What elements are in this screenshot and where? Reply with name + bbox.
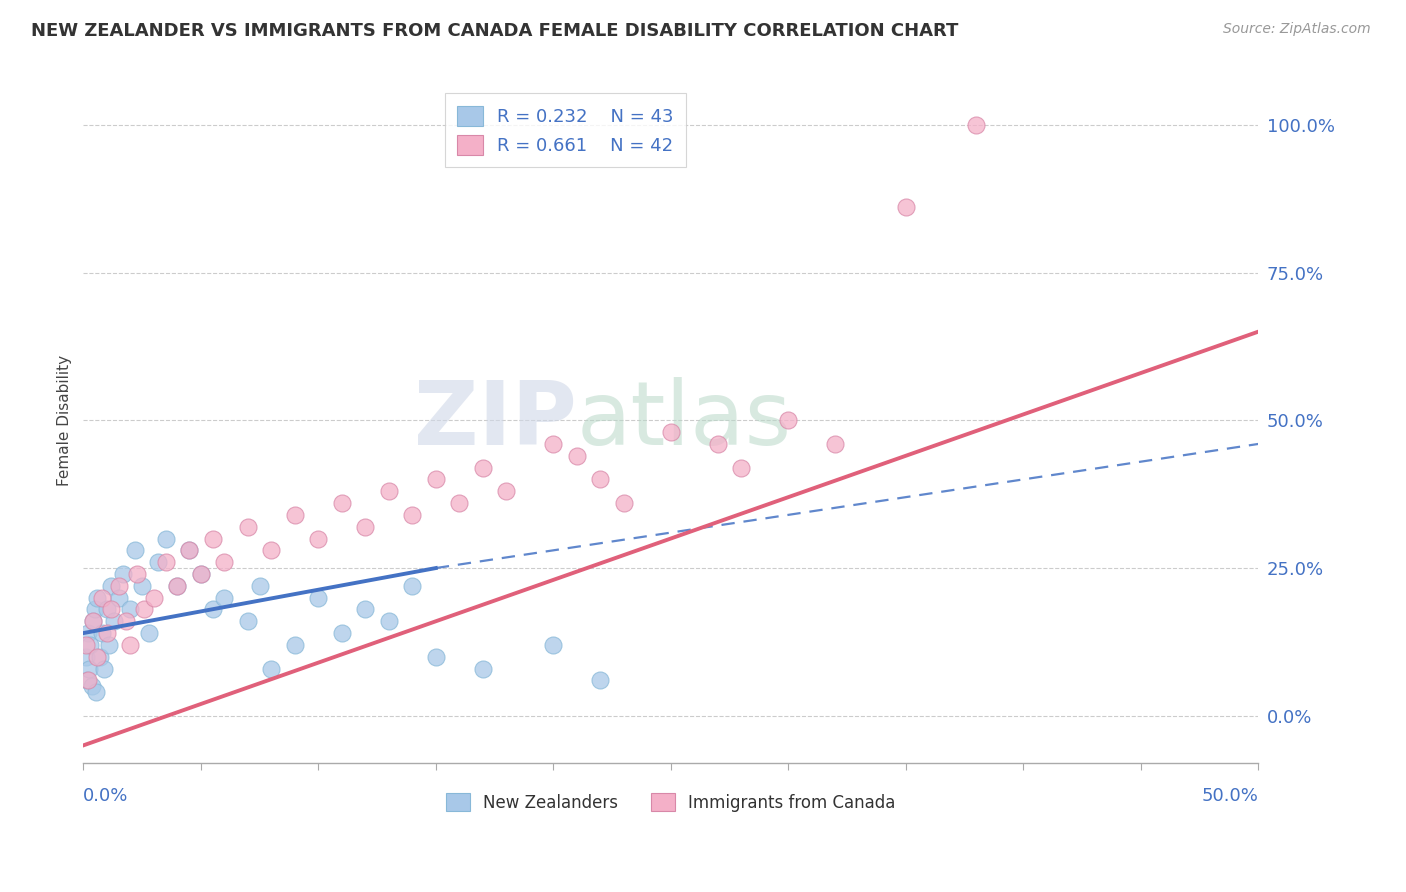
Legend: New Zealanders, Immigrants from Canada: New Zealanders, Immigrants from Canada [434,781,907,823]
Point [449,496,471,510]
Point [124,543,146,558]
Point [120,602,142,616]
Point [249,579,271,593]
Point [131,579,153,593]
Point [107,579,129,593]
Point [112,566,135,581]
Point [79,638,101,652]
Point [114,614,136,628]
Point [201,602,224,616]
Point [543,437,565,451]
Point [589,673,612,688]
Point [330,626,353,640]
Point [214,555,236,569]
Text: atlas: atlas [576,376,792,464]
Point [82,614,104,628]
Point [471,460,494,475]
Point [565,449,588,463]
Point [425,649,447,664]
Point [707,437,730,451]
Point [84,602,107,616]
Point [177,543,200,558]
Point [495,484,517,499]
Point [284,638,307,652]
Point [96,602,118,616]
Point [89,649,111,664]
Point [190,566,212,581]
Point [965,118,987,132]
Point [166,579,188,593]
Point [100,602,122,616]
Point [284,508,307,522]
Text: 0.0%: 0.0% [83,787,129,805]
Point [824,437,846,451]
Point [77,661,100,675]
Point [190,566,212,581]
Point [307,591,329,605]
Point [260,543,283,558]
Point [471,661,494,675]
Point [120,638,142,652]
Point [84,685,107,699]
Point [354,519,377,533]
Y-axis label: Female Disability: Female Disability [58,355,72,486]
Point [378,484,401,499]
Point [96,626,118,640]
Point [86,591,108,605]
Point [127,566,149,581]
Point [75,638,97,652]
Point [138,626,160,640]
Point [543,638,565,652]
Point [201,532,224,546]
Point [76,673,98,688]
Point [378,614,401,628]
Point [307,532,329,546]
Point [894,201,917,215]
Point [91,626,114,640]
Point [214,591,236,605]
Point [401,508,423,522]
Point [75,649,97,664]
Text: Source: ZipAtlas.com: Source: ZipAtlas.com [1223,22,1371,37]
Point [98,638,121,652]
Point [77,626,100,640]
Point [155,555,177,569]
Point [166,579,188,593]
Point [613,496,636,510]
Text: 50.0%: 50.0% [1202,787,1258,805]
Point [142,591,165,605]
Point [100,579,122,593]
Point [177,543,200,558]
Point [236,519,259,533]
Point [354,602,377,616]
Point [80,679,103,693]
Point [148,555,170,569]
Point [260,661,283,675]
Text: ZIP: ZIP [415,376,576,464]
Point [589,472,612,486]
Point [659,425,682,439]
Point [730,460,752,475]
Point [77,673,100,688]
Point [103,614,125,628]
Point [93,661,115,675]
Point [86,649,108,664]
Point [425,472,447,486]
Point [107,591,129,605]
Point [82,614,104,628]
Point [236,614,259,628]
Point [330,496,353,510]
Point [401,579,423,593]
Text: NEW ZEALANDER VS IMMIGRANTS FROM CANADA FEMALE DISABILITY CORRELATION CHART: NEW ZEALANDER VS IMMIGRANTS FROM CANADA … [31,22,959,40]
Point [155,532,177,546]
Point [91,591,114,605]
Point [778,413,800,427]
Point [134,602,156,616]
